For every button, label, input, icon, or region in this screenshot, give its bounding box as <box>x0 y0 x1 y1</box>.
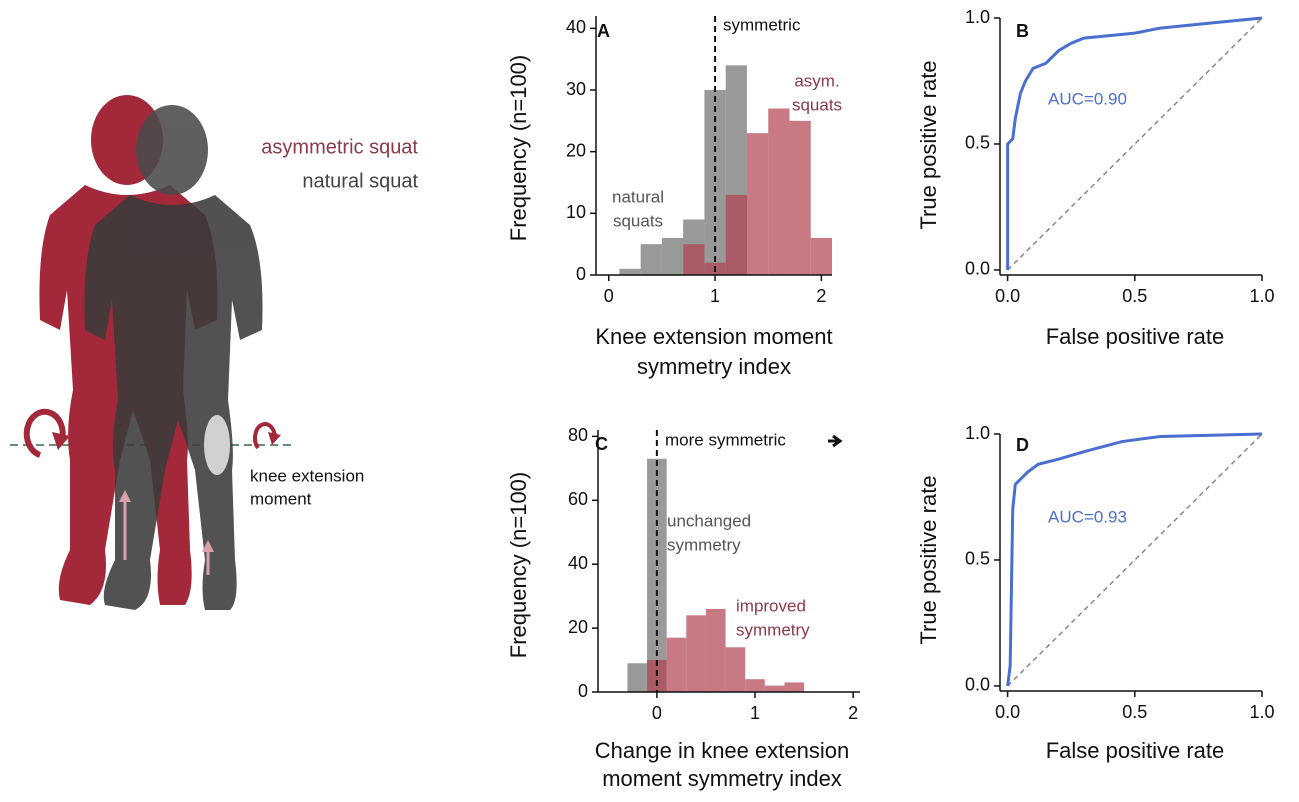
bar <box>764 685 785 692</box>
bar <box>627 663 648 692</box>
moment-arrow <box>253 422 277 450</box>
panel-letter: B <box>1016 21 1029 41</box>
y-tick-label: 30 <box>566 79 586 99</box>
knee-joint <box>204 415 230 475</box>
bar <box>746 133 769 275</box>
x-tick-label: 0 <box>652 703 662 723</box>
roc-curve <box>1006 16 1263 270</box>
annotation: AUC=0.90 <box>1048 89 1127 108</box>
y-axis-label: True positive rate <box>916 475 941 644</box>
bar <box>683 244 705 275</box>
x-tick-label: 0.5 <box>1122 702 1147 722</box>
y-tick-label: 1.0 <box>965 7 990 27</box>
x-axis-label: symmetry index <box>637 354 791 379</box>
x-axis-label: Change in knee extension <box>595 738 849 763</box>
y-tick-label: 0 <box>576 264 586 284</box>
y-tick-label: 1.0 <box>965 423 990 443</box>
bar <box>745 679 765 692</box>
annotation: natural <box>612 187 664 206</box>
panel-letter: C <box>595 434 608 454</box>
bar <box>725 647 746 692</box>
y-axis-label: Frequency (n=100) <box>506 472 531 659</box>
x-tick-label: 2 <box>816 286 826 306</box>
bar <box>789 120 811 275</box>
annotation: squats <box>613 211 663 230</box>
y-tick-label: 40 <box>568 553 588 573</box>
annotation: improved <box>736 596 806 615</box>
moment-arrow <box>23 408 66 458</box>
panel: 0.0 0.5 1.0 0.0 0.5 1.0 B False positive rate Tr… <box>916 7 1275 349</box>
y-tick-label: 0.0 <box>965 675 990 695</box>
x-axis-label: Knee extension moment <box>595 324 832 349</box>
bar <box>705 608 726 692</box>
direction-arrow <box>828 434 843 448</box>
y-axis-label: Frequency (n=100) <box>506 55 531 242</box>
moment-label: moment <box>250 489 312 508</box>
bar <box>768 108 790 275</box>
panel: 0 10 20 30 40 0 1 2 A Knee extension moment symmet… <box>506 15 842 378</box>
x-axis-label: False positive rate <box>1046 738 1225 763</box>
x-tick-label: 0.0 <box>995 702 1020 722</box>
annotation: asym. <box>794 71 839 90</box>
bar <box>666 637 687 692</box>
y-tick-label: 80 <box>568 425 588 445</box>
y-tick-label: 60 <box>568 489 588 509</box>
x-tick-label: 0.5 <box>1122 286 1147 306</box>
annotation: symmetry <box>736 620 810 639</box>
x-tick-label: 1 <box>710 286 720 306</box>
roc-curve <box>1006 432 1263 687</box>
x-axis-label: False positive rate <box>1046 324 1225 349</box>
panel: 0 20 40 60 80 0 1 2 C Change in knee extension mom… <box>506 425 860 791</box>
illustration: asymmetric squat natural squat knee exte… <box>10 95 418 610</box>
annotation: unchanged <box>667 511 751 530</box>
panel-letter: D <box>1016 435 1029 455</box>
moment-label: knee extension <box>250 466 364 485</box>
annotation: more symmetric <box>665 430 786 449</box>
y-tick-label: 20 <box>566 140 586 160</box>
annotation: symmetry <box>667 535 741 554</box>
panel: 0.0 0.5 1.0 0.0 0.5 1.0 D False positive rate Tr… <box>916 423 1275 763</box>
bar <box>725 194 747 275</box>
bar <box>647 660 667 692</box>
x-tick-label: 2 <box>848 703 858 723</box>
bar <box>661 238 684 275</box>
y-axis-label: True positive rate <box>916 60 941 229</box>
chance-line <box>1007 17 1263 271</box>
chance-line <box>1007 433 1263 687</box>
x-tick-label: 1.0 <box>1249 702 1274 722</box>
annotation: symmetric <box>723 15 801 34</box>
x-tick-label: 0.0 <box>995 286 1020 306</box>
bar <box>686 615 706 692</box>
natural-label: natural squat <box>302 170 418 192</box>
panel-letter: A <box>597 21 610 41</box>
natural-figure <box>84 105 263 610</box>
y-tick-label: 20 <box>568 617 588 637</box>
annotation: squats <box>792 95 842 114</box>
y-tick-label: 0.0 <box>965 259 990 279</box>
y-tick-label: 0.5 <box>965 133 990 153</box>
x-tick-label: 1 <box>750 703 760 723</box>
annotation: AUC=0.93 <box>1048 507 1127 526</box>
y-tick-label: 0 <box>578 681 588 701</box>
y-tick-label: 0.5 <box>965 549 990 569</box>
bar <box>784 682 805 692</box>
bar <box>619 268 641 275</box>
y-tick-label: 10 <box>566 202 586 222</box>
y-tick-label: 40 <box>566 17 586 37</box>
asymmetric-label: asymmetric squat <box>261 136 418 158</box>
bar <box>704 90 726 275</box>
x-axis-label: moment symmetry index <box>602 766 842 791</box>
bar <box>640 244 662 275</box>
bar <box>810 238 832 275</box>
x-tick-label: 0 <box>604 286 614 306</box>
x-tick-label: 1.0 <box>1249 286 1274 306</box>
